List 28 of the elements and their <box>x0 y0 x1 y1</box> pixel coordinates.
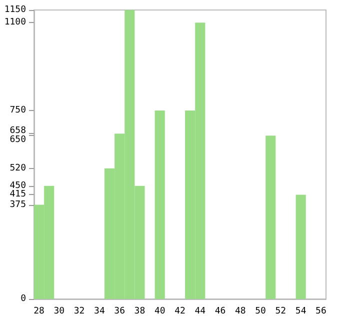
bar <box>296 194 306 299</box>
x-tick-label: 50 <box>255 306 266 316</box>
x-tick-label: 28 <box>34 306 44 316</box>
y-tick-label: 750 <box>10 106 26 116</box>
y-tick-label: 415 <box>10 190 26 200</box>
x-tick-label: 44 <box>194 306 206 316</box>
x-tick-label: 38 <box>134 306 146 316</box>
y-tick-label: 375 <box>10 200 26 210</box>
y-tick-label: 1150 <box>4 5 26 15</box>
x-tick-label: 48 <box>234 306 246 316</box>
x-tick-label: 52 <box>275 306 286 316</box>
y-tick-label: 0 <box>20 294 26 304</box>
x-tick-label: 32 <box>74 306 85 316</box>
bar <box>154 110 165 299</box>
x-tick-label: 42 <box>174 306 186 316</box>
x-tick-label: 30 <box>54 306 65 316</box>
x-tick-label: 56 <box>316 306 326 316</box>
x-tick-label: 36 <box>114 306 126 316</box>
y-tick-label: 520 <box>10 163 26 174</box>
x-tick-label: 54 <box>295 306 306 316</box>
x-tick-label: 40 <box>154 306 166 316</box>
y-tick-label: 450 <box>10 180 26 191</box>
bar <box>266 136 276 299</box>
y-tick-label: 658 <box>10 126 26 136</box>
x-tick-label: 46 <box>214 306 226 316</box>
y-tick-label: 1100 <box>4 18 26 28</box>
y-tick-label: 650 <box>10 135 26 146</box>
x-tick-label: 34 <box>94 306 105 316</box>
